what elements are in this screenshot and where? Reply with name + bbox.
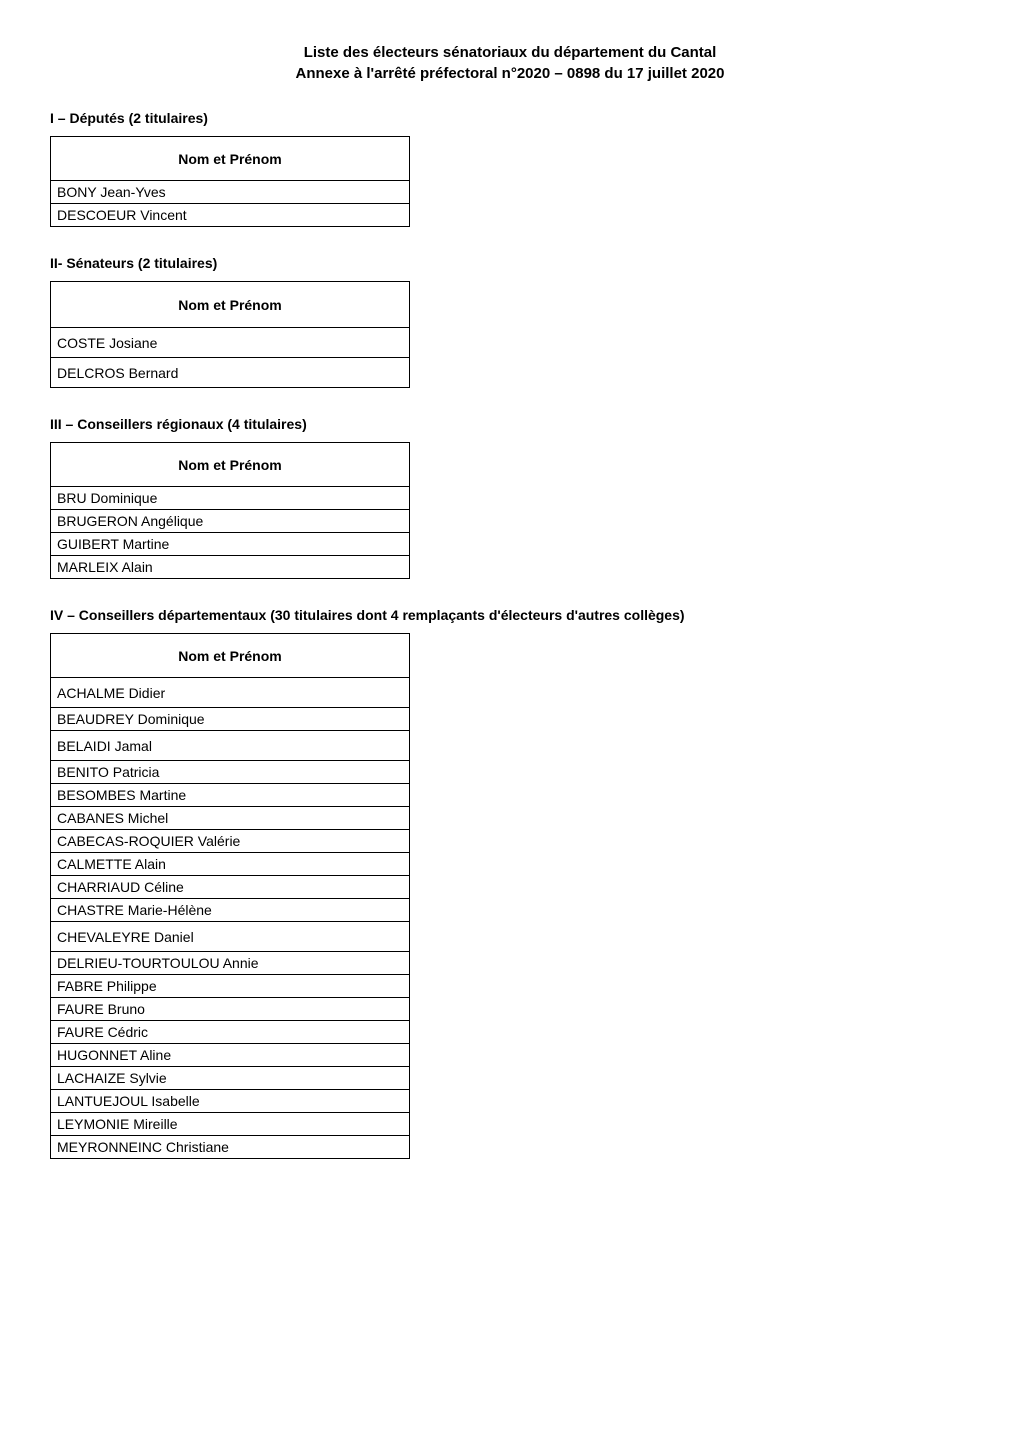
table-row: CABANES Michel bbox=[51, 807, 410, 830]
table-row: FAURE Cédric bbox=[51, 1021, 410, 1044]
table-row: BELAIDI Jamal bbox=[51, 731, 410, 761]
table-row: DESCOEUR Vincent bbox=[51, 204, 410, 227]
table-row: CABECAS-ROQUIER Valérie bbox=[51, 830, 410, 853]
table-row: CHARRIAUD Céline bbox=[51, 876, 410, 899]
table-row: BEAUDREY Dominique bbox=[51, 708, 410, 731]
section-3-heading: III – Conseillers régionaux (4 titulaire… bbox=[50, 416, 970, 432]
table-row: CHASTRE Marie-Hélène bbox=[51, 899, 410, 922]
table-row: GUIBERT Martine bbox=[51, 533, 410, 556]
page-title-line1: Liste des électeurs sénatoriaux du dépar… bbox=[50, 44, 970, 61]
table-row: FABRE Philippe bbox=[51, 975, 410, 998]
table-row: COSTE Josiane bbox=[51, 328, 410, 358]
table-row: ACHALME Didier bbox=[51, 678, 410, 708]
section-1-heading: I – Députés (2 titulaires) bbox=[50, 110, 970, 126]
table-row: CALMETTE Alain bbox=[51, 853, 410, 876]
section-1-col-header: Nom et Prénom bbox=[51, 137, 410, 181]
section-3-table: Nom et Prénom BRU Dominique BRUGERON Ang… bbox=[50, 442, 410, 579]
table-row: FAURE Bruno bbox=[51, 998, 410, 1021]
table-row: CHEVALEYRE Daniel bbox=[51, 922, 410, 952]
table-row: DELRIEU-TOURTOULOU Annie bbox=[51, 952, 410, 975]
section-4-table: Nom et Prénom ACHALME Didier BEAUDREY Do… bbox=[50, 633, 410, 1159]
section-2-col-header: Nom et Prénom bbox=[51, 282, 410, 328]
table-row: MEYRONNEINC Christiane bbox=[51, 1136, 410, 1159]
section-4-heading: IV – Conseillers départementaux (30 titu… bbox=[50, 607, 970, 623]
table-row: MARLEIX Alain bbox=[51, 556, 410, 579]
table-row: LANTUEJOUL Isabelle bbox=[51, 1090, 410, 1113]
section-2-table: Nom et Prénom COSTE Josiane DELCROS Bern… bbox=[50, 281, 410, 388]
section-3-col-header: Nom et Prénom bbox=[51, 443, 410, 487]
table-row: HUGONNET Aline bbox=[51, 1044, 410, 1067]
table-row: LACHAIZE Sylvie bbox=[51, 1067, 410, 1090]
table-row: BRUGERON Angélique bbox=[51, 510, 410, 533]
page-title-line2: Annexe à l'arrêté préfectoral n°2020 – 0… bbox=[50, 65, 970, 82]
table-row: DELCROS Bernard bbox=[51, 358, 410, 388]
table-row: BENITO Patricia bbox=[51, 761, 410, 784]
section-4-col-header: Nom et Prénom bbox=[51, 634, 410, 678]
table-row: BRU Dominique bbox=[51, 487, 410, 510]
table-row: BONY Jean-Yves bbox=[51, 181, 410, 204]
table-row: LEYMONIE Mireille bbox=[51, 1113, 410, 1136]
table-row: BESOMBES Martine bbox=[51, 784, 410, 807]
section-2-heading: II- Sénateurs (2 titulaires) bbox=[50, 255, 970, 271]
section-1-table: Nom et Prénom BONY Jean-Yves DESCOEUR Vi… bbox=[50, 136, 410, 227]
